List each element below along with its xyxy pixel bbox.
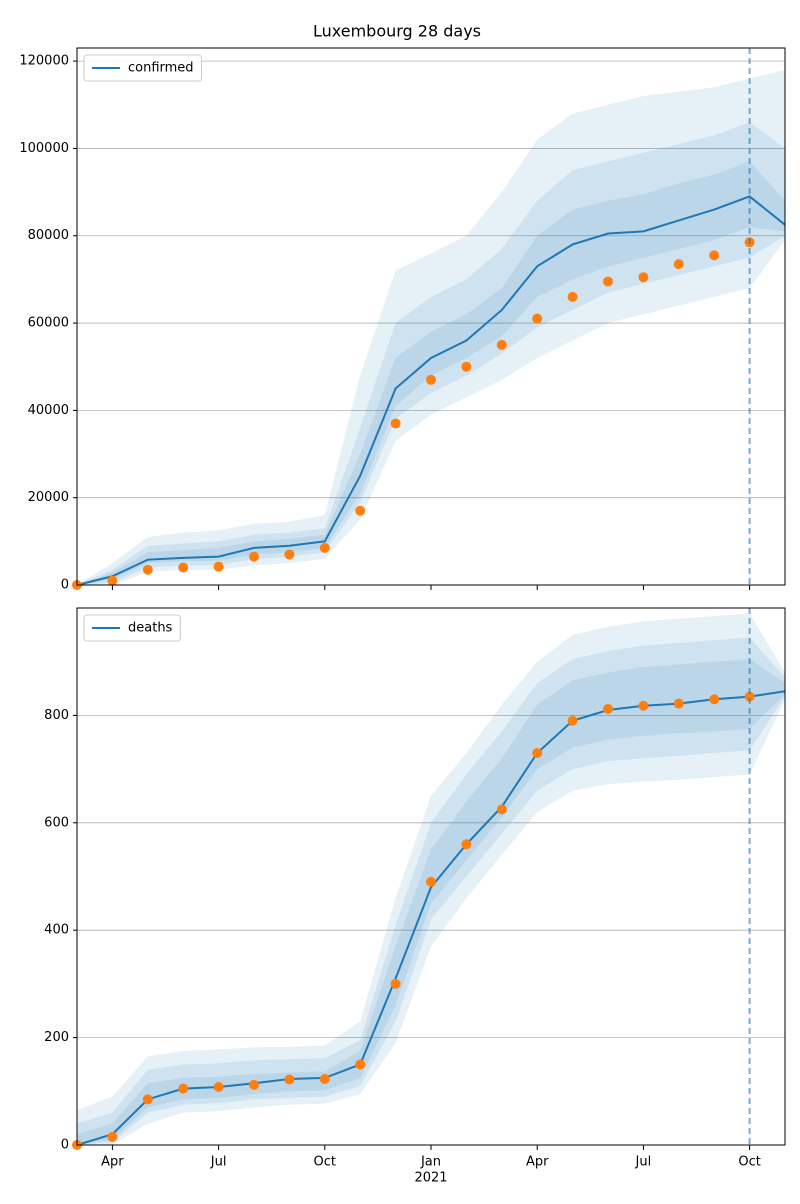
y-tick-label: 120000 (19, 54, 69, 69)
observed-point (673, 259, 684, 270)
observed-point (426, 876, 436, 887)
observed-point (249, 551, 259, 562)
observed-point (603, 703, 613, 714)
observed-point (390, 418, 401, 429)
chart-title: Luxembourg 28 days (313, 22, 481, 41)
legend-label: deaths (128, 621, 173, 636)
legend-box (83, 614, 181, 642)
observed-point (496, 339, 507, 350)
x-tick-sublabel: 2021 (414, 1171, 447, 1186)
observed-point (319, 1073, 330, 1084)
y-tick-label: 80000 (28, 228, 69, 243)
x-tick-label: Apr (526, 1155, 549, 1170)
observed-point (567, 715, 578, 726)
band (77, 659, 785, 1145)
x-tick-label: Oct (314, 1155, 336, 1170)
band (77, 637, 785, 1145)
observed-point (709, 694, 720, 705)
y-tick-label: 60000 (28, 316, 69, 331)
y-tick-label: 200 (44, 1030, 69, 1045)
band (77, 69, 785, 585)
median-line (76, 195, 786, 586)
observed-point (461, 361, 472, 372)
x-tick-label: Oct (738, 1155, 760, 1170)
observed-point (107, 1131, 118, 1142)
observed-point (532, 313, 543, 324)
legend: deaths (83, 614, 181, 642)
y-tick-label: 100000 (19, 141, 69, 156)
observed-point (567, 291, 578, 302)
observed-point (390, 978, 401, 989)
panel: 0 20000 40000 60000 80000 100000 120000 confirm… (19, 47, 786, 593)
x-tick-label: Jul (635, 1155, 652, 1170)
y-tick-label: 0 (61, 578, 69, 593)
observed-point (673, 698, 684, 709)
observed-point (213, 561, 224, 572)
y-tick-label: 400 (44, 923, 69, 938)
band (77, 122, 785, 585)
y-tick-label: 600 (44, 815, 69, 830)
x-tick-label: Apr (101, 1155, 124, 1170)
observed-point (319, 542, 330, 553)
band (77, 161, 785, 585)
y-tick-label: 0 (61, 1138, 69, 1153)
observed-point (426, 374, 436, 385)
observed-point (178, 562, 189, 573)
y-tick-label: 800 (44, 708, 69, 723)
observed-point (107, 575, 118, 586)
observed-point (461, 839, 472, 850)
observed-point (496, 804, 507, 815)
observed-point (603, 276, 613, 287)
observed-point (355, 1059, 366, 1070)
observed-point (709, 250, 720, 261)
observed-point (744, 691, 755, 702)
observed-point (178, 1083, 189, 1094)
x-tick-label: Jan (420, 1155, 441, 1170)
observed-point (249, 1079, 259, 1090)
legend-label: confirmed (128, 61, 194, 76)
observed-point (532, 747, 543, 758)
observed-point (142, 564, 153, 575)
y-tick-label: 40000 (28, 403, 69, 418)
median-line (76, 690, 786, 1146)
observed-point (284, 549, 295, 560)
x-tick-label: Jul (210, 1155, 227, 1170)
y-tick-label: 20000 (28, 490, 69, 505)
observed-point (638, 700, 649, 711)
observed-point (355, 505, 366, 516)
observed-point (142, 1094, 153, 1105)
observed-point (638, 272, 649, 283)
legend: confirmed (83, 54, 203, 82)
legend-box (83, 54, 203, 82)
observed-point (284, 1074, 295, 1085)
observed-point (213, 1082, 224, 1093)
